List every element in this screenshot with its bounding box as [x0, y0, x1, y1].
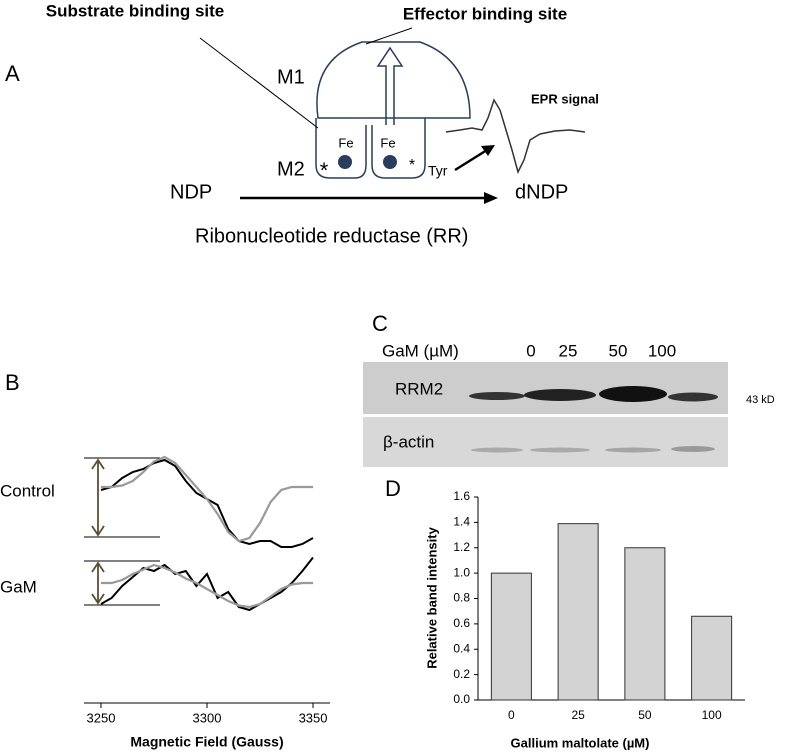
fit-curve — [101, 455, 313, 543]
x-tick-label: 3300 — [193, 710, 222, 725]
amplitude-brackets — [84, 457, 160, 606]
pointer-line — [365, 27, 413, 45]
y-axis-label: Relative band intensity — [424, 526, 439, 668]
label: * — [320, 158, 329, 183]
lane-label: 50 — [609, 341, 628, 360]
spectrum — [100, 556, 314, 612]
size-label: 43 kD — [746, 394, 775, 406]
series-label: GaM — [0, 577, 37, 596]
label: Tyr — [428, 163, 448, 179]
y-tick-label: 1.4 — [453, 515, 470, 529]
label: * — [409, 157, 415, 174]
label: Fe — [338, 135, 353, 150]
lane-label: 100 — [648, 341, 676, 360]
x-axis-label: Gallium maltolate (µM) — [511, 735, 650, 750]
row-label: β-actin — [383, 432, 434, 451]
x-tick-label: 3350 — [299, 710, 328, 725]
label: Effector binding site — [403, 4, 567, 23]
x-tick-label: 100 — [702, 708, 722, 722]
bar — [557, 523, 599, 701]
panel-label: D — [385, 476, 401, 501]
series-label: Control — [0, 481, 55, 500]
epr-sketch — [445, 98, 586, 175]
blot — [363, 362, 728, 414]
panel-label: C — [372, 311, 388, 336]
label: Ribonucleotide reductase (RR) — [195, 225, 468, 247]
lane-label: 0 — [526, 341, 535, 360]
panel-label: A — [5, 61, 20, 86]
y-tick-label: 0.4 — [453, 641, 470, 655]
arrowhead — [481, 145, 495, 156]
enzyme-diagram — [315, 41, 471, 179]
arrowhead — [484, 192, 498, 204]
bands — [469, 386, 718, 453]
label: NDP — [170, 181, 212, 203]
x-axis-label: Magnetic Field (Gauss) — [130, 734, 283, 750]
x-tick-label: 0 — [508, 708, 515, 722]
bar — [624, 547, 666, 701]
lane-label: 25 — [559, 341, 578, 360]
label: Fe — [380, 135, 395, 150]
y-tick-label: 1.0 — [453, 565, 470, 579]
y-tick-label: 1.6 — [453, 489, 470, 503]
y-tick-label: 0.2 — [453, 667, 470, 681]
bar — [691, 615, 733, 701]
pointer-line — [199, 37, 319, 129]
arrow — [454, 148, 488, 172]
x-tick-label: 25 — [571, 708, 585, 722]
label: Substrate binding site — [46, 1, 225, 20]
x-tick-label: 50 — [638, 708, 652, 722]
fe-atom — [338, 155, 352, 169]
bar — [490, 572, 532, 701]
y-tick-label: 0.8 — [453, 591, 470, 605]
label: dNDP — [515, 181, 568, 203]
spectrum — [100, 458, 314, 548]
blot — [363, 417, 728, 467]
label: GaM (µM) — [382, 341, 459, 360]
x-tick-label: 3250 — [87, 710, 116, 725]
label: M1 — [277, 66, 305, 88]
fit-curve — [101, 563, 313, 609]
panel-label: B — [5, 370, 20, 395]
row-label: RRM2 — [395, 379, 443, 398]
y-tick-label: 1.2 — [453, 540, 470, 554]
y-tick-label: 0.0 — [453, 692, 470, 706]
label: EPR signal — [531, 91, 599, 106]
label: M2 — [277, 158, 305, 180]
fe-atom — [383, 155, 397, 169]
amplitude-arrows — [91, 458, 105, 605]
y-tick-label: 0.6 — [453, 616, 470, 630]
